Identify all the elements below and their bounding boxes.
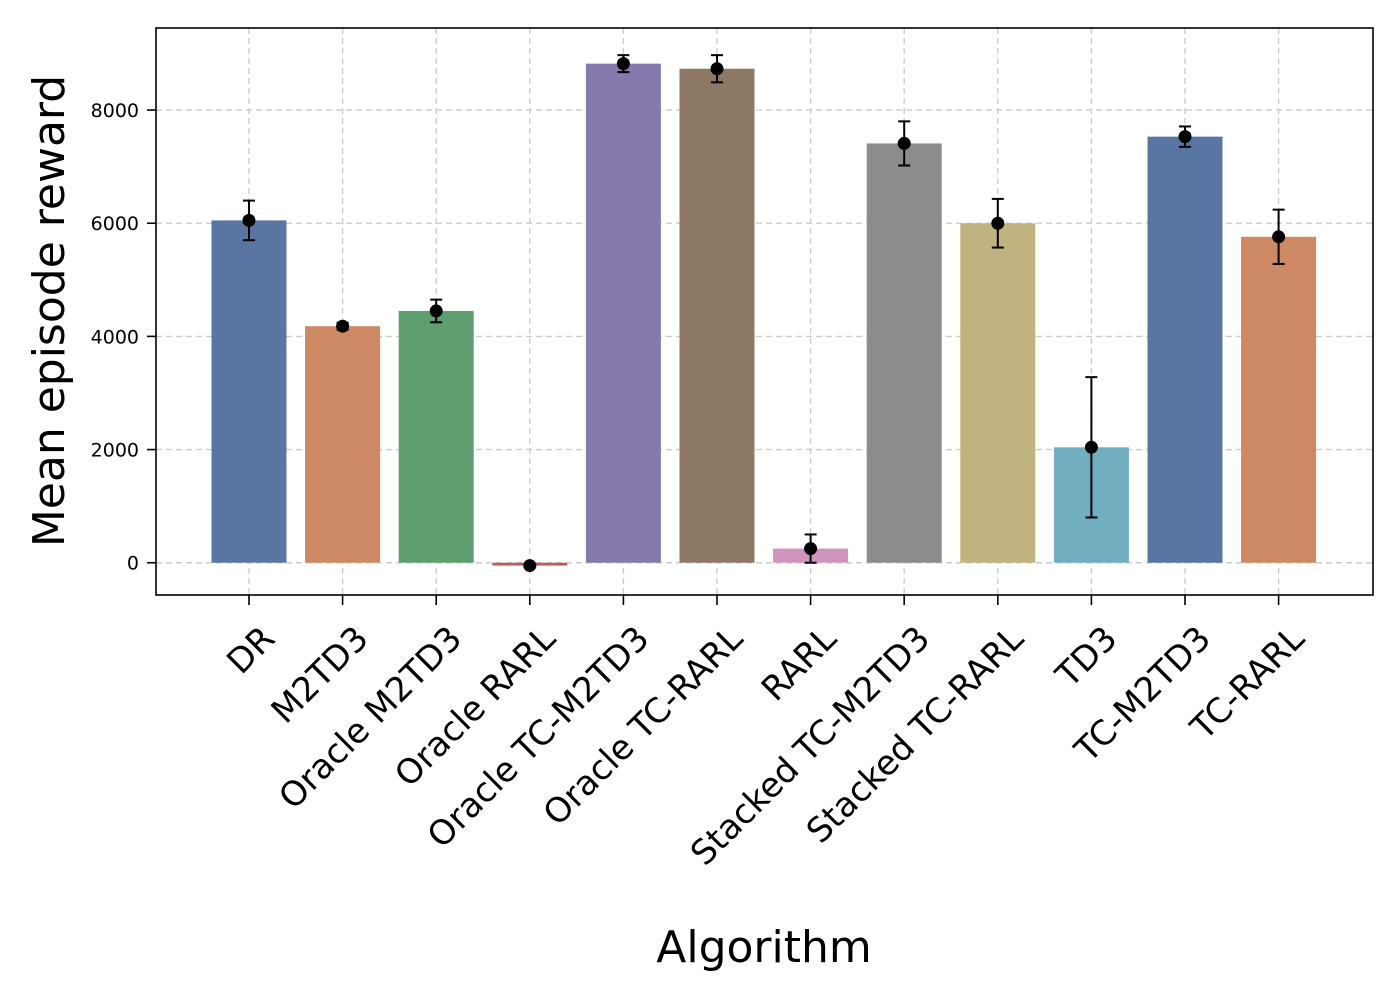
bar (211, 220, 287, 563)
bar (305, 326, 381, 563)
mean-point (1178, 130, 1192, 144)
mean-point (897, 136, 911, 150)
y-tick-label: 0 (127, 553, 139, 575)
y-tick-label: 8000 (91, 100, 139, 122)
bar (1241, 236, 1317, 563)
error-bars (242, 54, 1286, 573)
bar (585, 63, 661, 563)
x-tick-label: Oracle RARL (387, 619, 563, 795)
bar (960, 223, 1036, 563)
mean-point (523, 559, 537, 573)
mean-point (429, 304, 443, 318)
bars (211, 63, 1317, 566)
x-tick-label: RARL (754, 619, 845, 710)
y-tick-label: 2000 (91, 440, 139, 462)
bar (679, 68, 755, 563)
mean-point (616, 57, 630, 71)
mean-point (242, 213, 256, 227)
mean-point (991, 216, 1005, 230)
x-tick-label: TD3 (1048, 619, 1125, 696)
mean-point (336, 319, 350, 333)
bar (1147, 136, 1223, 563)
x-tick-label: DR (219, 619, 283, 683)
y-tick-label: 4000 (91, 326, 139, 348)
mean-point (1272, 230, 1286, 244)
mean-point (710, 62, 724, 76)
x-axis-label: Algorithm (656, 922, 872, 973)
mean-point (804, 542, 818, 556)
mean-point (1084, 440, 1098, 454)
plot-frame (155, 27, 1374, 596)
y-axis-ticks: 0 2000 4000 6000 8000 (91, 100, 156, 575)
bar (398, 310, 474, 563)
y-tick-label: 6000 (91, 213, 139, 235)
bar (866, 143, 942, 563)
y-axis-label: Mean episode reward (24, 75, 75, 547)
